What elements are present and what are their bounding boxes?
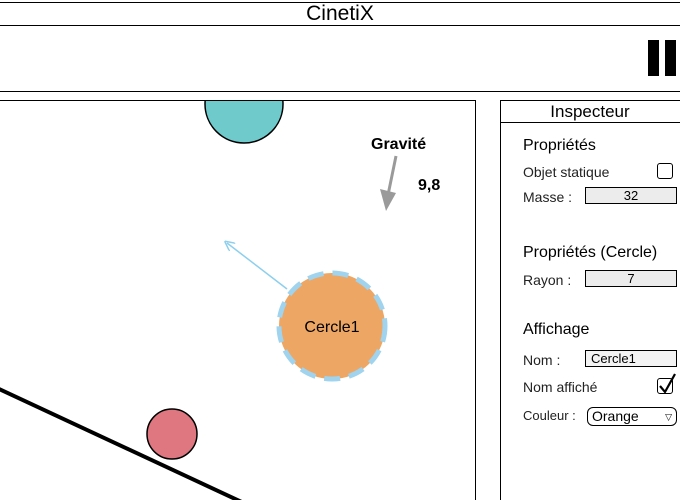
pause-button[interactable] (648, 40, 676, 76)
toolbar (0, 26, 680, 92)
velocity-arrow[interactable] (227, 243, 288, 290)
properties-heading: Propriétés (523, 137, 596, 154)
app-title: CinetiX (0, 2, 680, 26)
static-object-label: Objet statique (523, 164, 610, 180)
name-label: Nom : (523, 352, 561, 368)
name-shown-label: Nom affiché (523, 379, 598, 395)
color-select[interactable]: Orange ▽ (587, 407, 677, 426)
pause-icon-bar-left (648, 40, 659, 76)
inspector-title: Inspecteur (501, 101, 680, 123)
static-object-checkbox[interactable] (657, 163, 673, 179)
circle-label: Cercle1 (304, 319, 359, 336)
gravity-value: 9,8 (418, 177, 440, 194)
scene-svg: Gravité 9,8 Cercle1 (0, 101, 440, 500)
color-label: Couleur : (523, 408, 576, 423)
inspector-panel: Inspecteur Propriétés Objet statique Mas… (500, 100, 680, 500)
red-circle[interactable] (146, 408, 198, 460)
display-heading: Affichage (523, 321, 590, 338)
slope-line[interactable] (0, 387, 261, 500)
name-input[interactable]: Cercle1 (585, 350, 677, 367)
simulation-canvas[interactable]: Gravité 9,8 Cercle1 (0, 100, 476, 500)
checkmark-icon (659, 373, 676, 394)
teal-circle[interactable] (204, 101, 284, 144)
color-select-value: Orange (592, 408, 639, 424)
radius-input[interactable]: 7 (585, 270, 677, 287)
mass-label: Masse : (523, 189, 573, 205)
gravity-arrow-icon (380, 155, 398, 211)
chevron-down-icon: ▽ (665, 412, 672, 422)
selected-circle[interactable]: Cercle1 (276, 270, 388, 382)
selection-outline (276, 270, 388, 382)
gravity-label: Gravité (371, 136, 426, 153)
mass-input[interactable]: 32 (585, 187, 677, 204)
radius-label: Rayon : (523, 272, 572, 288)
circle-properties-heading: Propriétés (Cercle) (523, 244, 658, 261)
pause-icon-bar-right (665, 40, 676, 76)
name-shown-checkbox[interactable] (657, 373, 676, 394)
